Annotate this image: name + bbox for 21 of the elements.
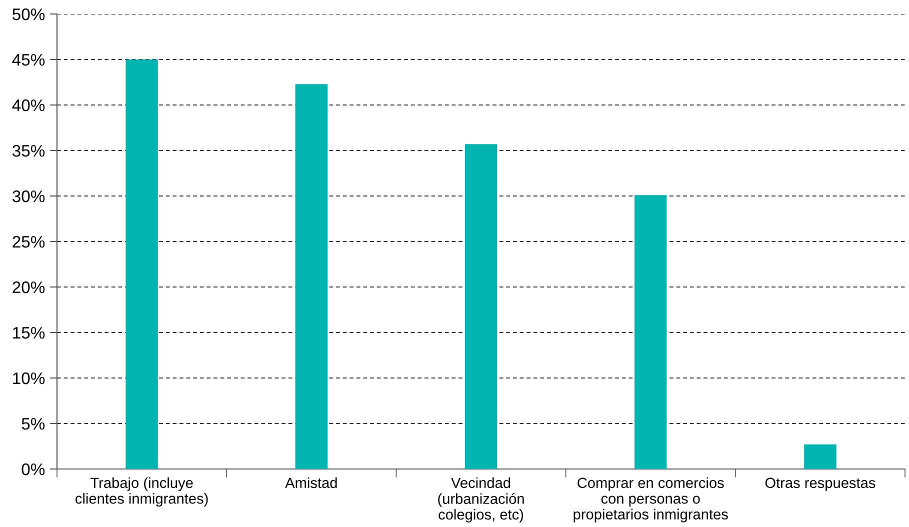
y-tick-label: 20% (12, 281, 45, 294)
x-tick-label: Comprar en comercios con personas o propietarios inmigrantes (574, 477, 728, 522)
y-tick-label: 35% (12, 144, 45, 157)
bar (295, 84, 328, 469)
y-tick-label: 40% (12, 99, 45, 112)
y-tick-label: 5% (22, 418, 45, 430)
y-tick-label: 50% (12, 8, 45, 20)
x-tick-label: Trabajo (incluye clientes inmigrantes) (76, 477, 208, 507)
bar (464, 144, 498, 469)
x-tick-label: Vecindad (urbanización colegios, etc) (438, 477, 524, 523)
y-tick-label: 15% (13, 326, 45, 339)
x-tick-label: Amistad (285, 477, 337, 488)
y-tick-label: 25% (12, 236, 45, 248)
y-tick-label: 10% (13, 372, 45, 384)
y-tick-label: 0% (22, 463, 45, 476)
bar (804, 444, 836, 469)
y-tick-label: 45% (12, 54, 45, 66)
bar (634, 195, 667, 469)
bar (126, 60, 158, 469)
x-tick-label: Otras respuestas (765, 478, 876, 491)
y-tick-label: 30% (12, 190, 45, 202)
